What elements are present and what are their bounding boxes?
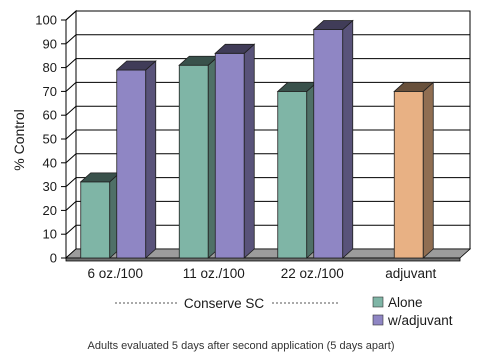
y-tick-label: 10 [43,227,57,242]
bar-alone-1-front [178,64,209,259]
legend: Alone w/adjuvant [372,295,453,328]
bar-w-adjuvant-2-side [342,19,354,259]
bar-alone-2 [276,81,318,259]
bar-alone-0-front [80,181,111,259]
bar-w-adjuvant-1-top [214,43,256,54]
bars [79,19,435,259]
x-tick-label: 11 oz./100 [183,266,245,281]
y-tick-label: 70 [43,84,57,99]
bar-series-3-front [393,91,424,259]
bar-w-adjuvant-1 [214,43,256,259]
bar-series-3 [393,81,435,259]
bar-w-adjuvant-2 [312,19,354,259]
bar-w-adjuvant-1-front [214,52,245,259]
bar-alone-1 [178,55,220,259]
legend-label-w-adjuvant: w/adjuvant [387,313,453,328]
legend-label-alone: Alone [388,295,423,310]
y-tick-label: 90 [43,36,57,51]
bar-series-3-side [422,81,434,259]
y-tick-label: 0 [50,251,57,266]
y-axis-ticks: 0 10 20 30 40 50 60 70 80 90 100 [35,13,67,266]
y-tick-label: 30 [43,179,57,194]
chart-caption: Adults evaluated 5 days after second app… [88,340,395,352]
y-tick-label: 60 [43,108,57,123]
y-axis-label: % Control [11,109,27,170]
legend-swatch-w-adjuvant [372,314,384,326]
group-label-text: Conserve SC [184,296,265,311]
y-tick-label: 40 [43,155,57,170]
bar-w-adjuvant-0-top [115,60,157,71]
bar-w-adjuvant-0 [115,60,157,259]
floor-front [65,257,461,262]
bar-w-adjuvant-0-side [145,60,157,259]
gridline [65,10,470,21]
y-tick-label: 50 [43,132,57,147]
y-tick-label: 80 [43,60,57,75]
group-label: Conserve SC [115,296,338,311]
x-tick-label: adjuvant [385,266,436,281]
bar-w-adjuvant-1-side [243,43,255,259]
y-tick-label: 20 [43,203,57,218]
y-tick-label: 100 [35,13,57,28]
bar-w-adjuvant-0-front [116,69,147,259]
x-tick-label: 6 oz./100 [87,266,143,281]
x-axis-categories: 6 oz./100 11 oz./100 22 oz./100 adjuvant [87,266,436,281]
bar-series-3-top [393,82,435,92]
bar-w-adjuvant-2-top [312,20,354,30]
x-tick-label: 22 oz./100 [281,266,344,281]
bar-alone-0 [79,171,121,259]
legend-swatch-alone [372,296,384,308]
chart-floor [64,248,472,262]
bar-alone-2-front [277,91,308,259]
bar-w-adjuvant-2-front [313,29,344,259]
